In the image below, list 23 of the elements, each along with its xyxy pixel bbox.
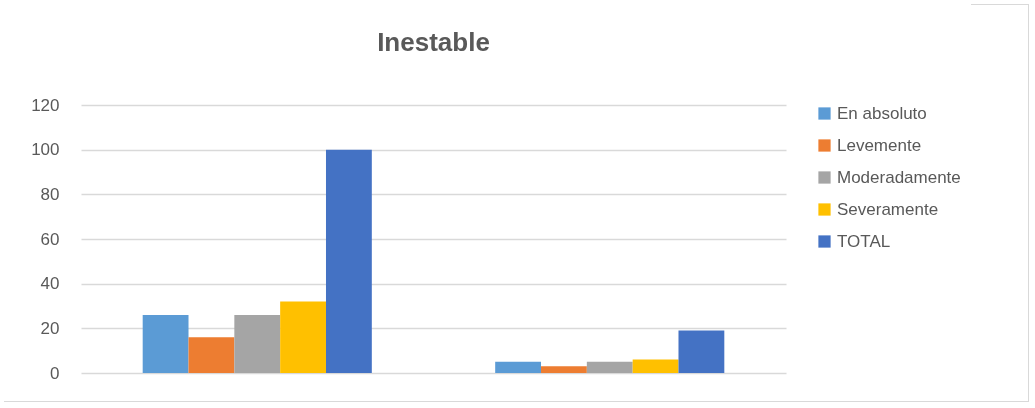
bar	[188, 337, 235, 373]
y-tick-label: 20	[40, 318, 60, 338]
y-tick-label: 60	[40, 229, 60, 249]
bar	[142, 314, 189, 373]
bar	[586, 361, 633, 373]
bar	[541, 366, 587, 373]
bar	[495, 361, 542, 373]
y-tick-label: 100	[31, 140, 60, 160]
y-tick-label: 40	[40, 274, 60, 294]
legend-label: Severamente	[837, 199, 939, 219]
legend-label: Moderadamente	[837, 167, 961, 187]
chart-title: Inestable	[377, 27, 490, 57]
bar	[678, 330, 725, 373]
y-tick-label: 80	[40, 184, 60, 204]
bar	[325, 149, 372, 373]
y-tick-label: 120	[31, 95, 60, 115]
y-tick-label: 0	[50, 363, 60, 383]
bar	[280, 301, 326, 373]
bar	[632, 359, 679, 373]
bar	[234, 314, 281, 373]
legend-label: En absoluto	[837, 103, 927, 123]
legend-label: Levemente	[837, 135, 922, 155]
legend-label: TOTAL	[837, 231, 891, 251]
